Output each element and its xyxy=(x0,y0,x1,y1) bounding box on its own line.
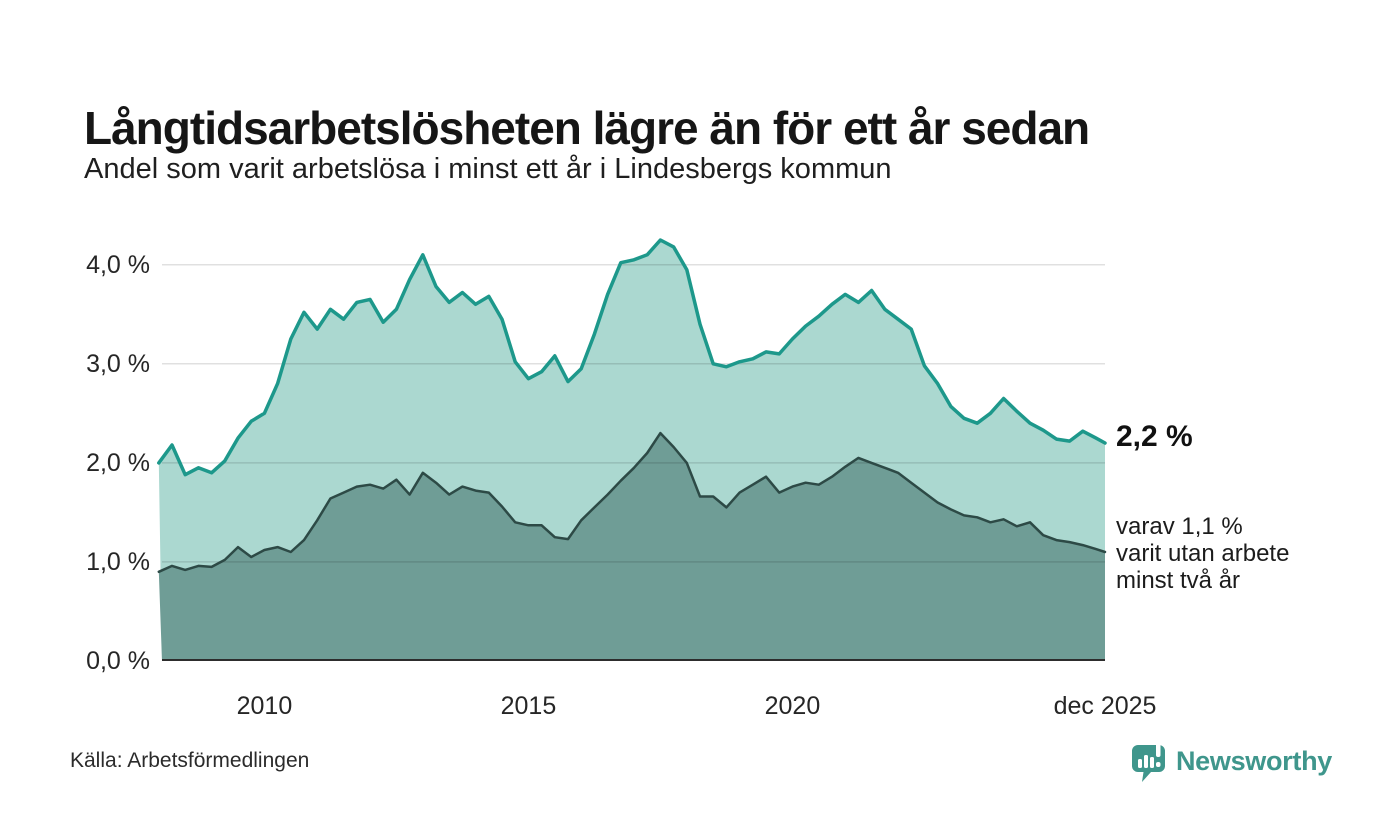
chart-subtitle: Andel som varit arbetslösa i minst ett å… xyxy=(84,153,892,185)
y-axis-tick: 1,0 % xyxy=(86,547,150,576)
newsworthy-logo: Newsworthy xyxy=(1130,740,1332,782)
area-fill xyxy=(158,433,1106,661)
newsworthy-wordmark: Newsworthy xyxy=(1175,745,1332,776)
y-axis-tick: 2,0 % xyxy=(86,448,150,477)
source-attribution: Källa: Arbetsförmedlingen xyxy=(70,749,310,772)
latest-value-label: 2,2 % xyxy=(1116,420,1193,453)
y-axis-tick: 3,0 % xyxy=(86,349,150,378)
y-axis-tick: 0,0 % xyxy=(86,647,150,675)
series-line xyxy=(157,238,1107,477)
unemployment-area-chart xyxy=(157,238,1107,661)
newsworthy-chart-bubble-icon xyxy=(1131,742,1165,782)
two-year-share-label: varav 1,1 % varit utan arbete minst två … xyxy=(1116,513,1290,594)
page-title: Långtidsarbetslösheten lägre än för ett … xyxy=(84,101,1090,154)
x-axis-tick: dec 2025 xyxy=(1053,692,1157,720)
y-axis-tick: 4,0 % xyxy=(86,250,150,279)
x-axis-tick: 2015 xyxy=(500,692,557,720)
x-axis-tick: 2010 xyxy=(236,692,293,720)
series-line xyxy=(157,431,1107,574)
x-axis-tick: 2020 xyxy=(764,692,821,720)
